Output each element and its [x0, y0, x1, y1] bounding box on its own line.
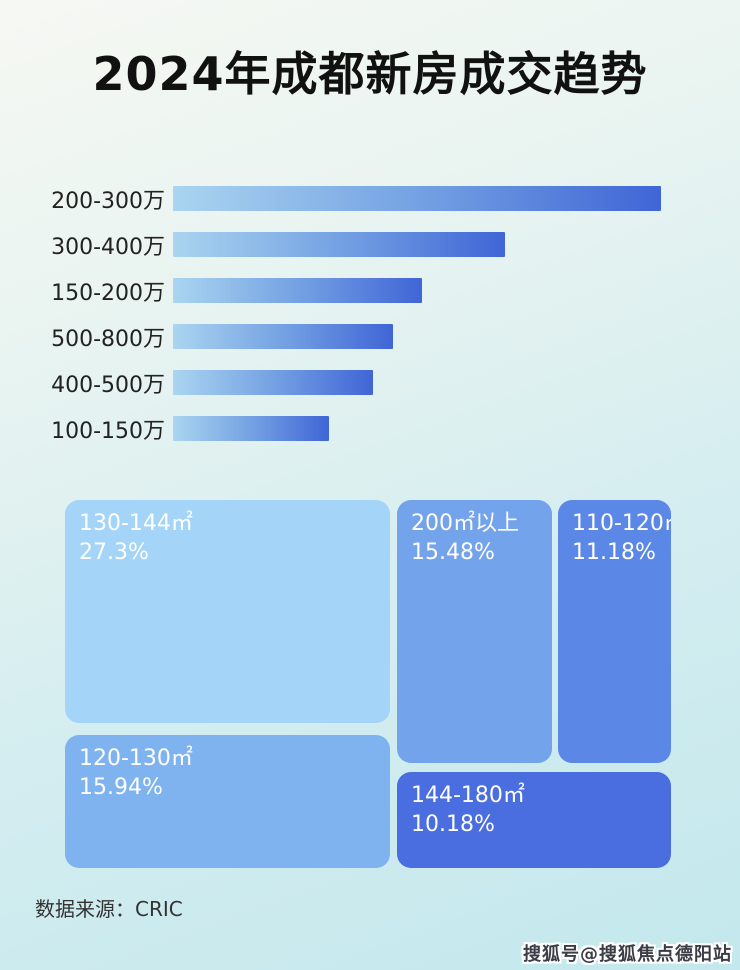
bar-track: [173, 370, 740, 395]
treemap-box-130-144: 130-144㎡ 27.3%: [65, 500, 390, 723]
bar-track: [173, 416, 740, 441]
treemap-box-label: 200㎡以上: [411, 511, 519, 536]
treemap-box-110-120: 110-120㎡ 11.18%: [558, 500, 671, 763]
bar-row: 200-300万: [0, 186, 740, 214]
treemap-box-value: 11.18%: [572, 540, 656, 566]
watermark: 搜狐号@搜狐焦点德阳站: [523, 944, 732, 965]
bar-row: 500-800万: [0, 324, 740, 352]
bar-row: 150-200万: [0, 278, 740, 306]
bar-label: 100-150万: [51, 418, 165, 444]
bar-track: [173, 324, 740, 349]
bar-label: 150-200万: [51, 280, 165, 306]
bar-label: 400-500万: [51, 372, 165, 398]
treemap-box-value: 27.3%: [79, 540, 149, 566]
bar-row: 400-500万: [0, 370, 740, 398]
bar-fill: [173, 370, 373, 395]
treemap-box-label: 110-120㎡: [572, 511, 671, 536]
bar-row: 100-150万: [0, 416, 740, 444]
bar-track: [173, 186, 740, 211]
treemap-box-label: 120-130㎡: [79, 746, 193, 771]
bar-track: [173, 278, 740, 303]
bar-fill: [173, 324, 393, 349]
treemap-box-120-130: 120-130㎡ 15.94%: [65, 735, 390, 868]
bar-fill: [173, 278, 422, 303]
bar-fill: [173, 232, 505, 257]
bar-fill: [173, 416, 329, 441]
treemap-box-200-plus: 200㎡以上 15.48%: [397, 500, 552, 763]
treemap-box-label: 144-180㎡: [411, 783, 525, 808]
treemap-box-144-180: 144-180㎡ 10.18%: [397, 772, 671, 868]
treemap-box-label: 130-144㎡: [79, 511, 193, 536]
treemap-box-value: 15.48%: [411, 540, 495, 566]
treemap-box-value: 15.94%: [79, 775, 163, 801]
bar-track: [173, 232, 740, 257]
bar-row: 300-400万: [0, 232, 740, 260]
bar-fill: [173, 186, 661, 211]
bar-label: 200-300万: [51, 188, 165, 214]
bar-label: 300-400万: [51, 234, 165, 260]
page-title: 2024年成都新房成交趋势: [92, 47, 648, 101]
price-range-bar-chart: 200-300万 300-400万 150-200万 500-800万 400-…: [0, 186, 740, 462]
treemap-box-value: 10.18%: [411, 812, 495, 838]
bar-label: 500-800万: [51, 326, 165, 352]
data-source-label: 数据来源：CRIC: [35, 897, 183, 921]
area-share-treemap: 130-144㎡ 27.3% 120-130㎡ 15.94% 200㎡以上 15…: [65, 500, 671, 868]
